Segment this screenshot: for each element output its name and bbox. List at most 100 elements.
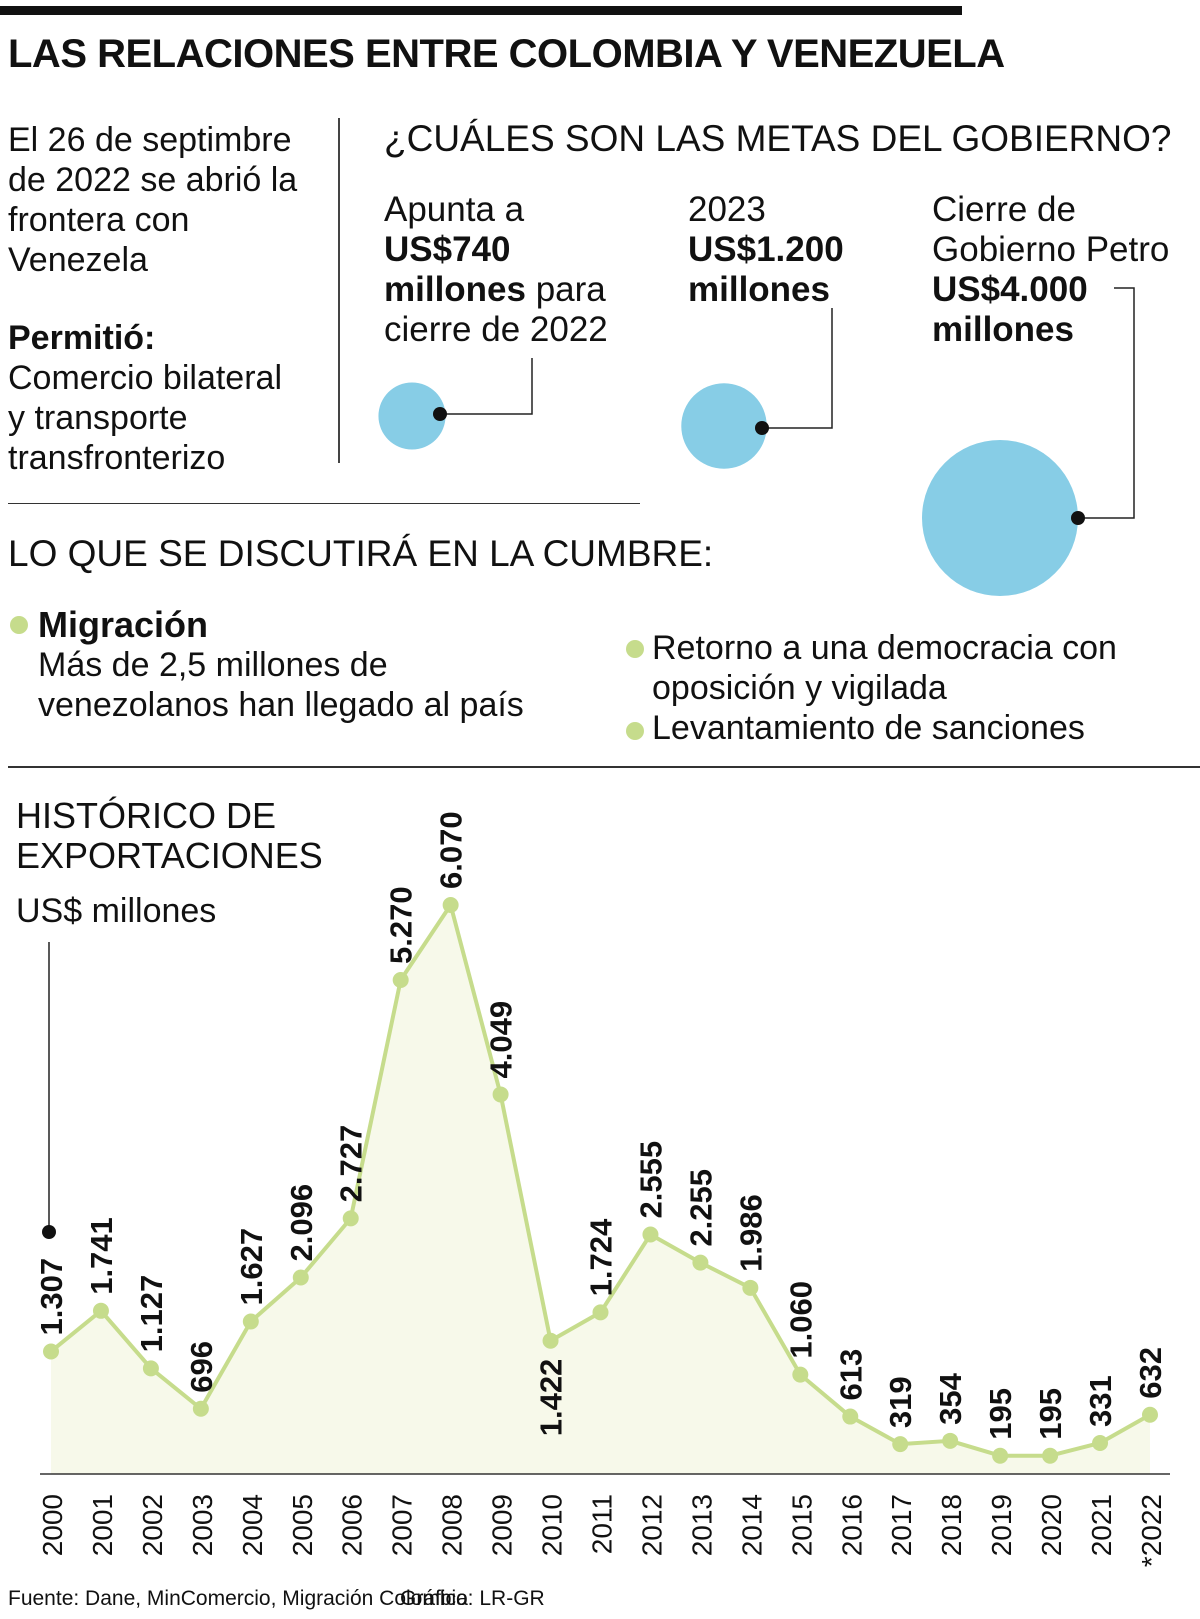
goal-text: cierre de 2022 xyxy=(384,310,608,349)
bullet-icon xyxy=(626,722,644,740)
goal-bubble xyxy=(922,440,1078,596)
data-point xyxy=(792,1366,809,1383)
goal-text: Gobierno Petro xyxy=(932,230,1170,269)
data-label: 2.255 xyxy=(683,1169,718,1247)
goal-connector xyxy=(440,358,533,415)
data-label: 6.070 xyxy=(434,811,469,889)
goal-unit: millones xyxy=(384,270,526,309)
data-label: 5.270 xyxy=(384,886,419,964)
data-point xyxy=(242,1313,259,1330)
goal-amount: US$740 xyxy=(384,230,511,269)
x-tick-label: 2020 xyxy=(1036,1494,1067,1556)
source-note: Fuente: Dane, MinComercio, Migración Col… xyxy=(8,1587,468,1610)
permitio-block: Permitió: Comercio bilateral y transport… xyxy=(8,318,328,478)
data-point xyxy=(642,1226,659,1243)
data-label: 2.096 xyxy=(284,1184,319,1262)
data-label: 195 xyxy=(983,1388,1018,1440)
chart-title-line: EXPORTACIONES xyxy=(16,835,323,876)
goal-unit: millones xyxy=(688,270,830,309)
data-label: 2.555 xyxy=(633,1141,668,1219)
goal-text: para xyxy=(525,270,606,309)
data-label: 1.307 xyxy=(34,1258,69,1336)
data-label: 1.060 xyxy=(783,1281,818,1359)
goals-title: ¿CUÁLES SON LAS METAS DEL GOBIERNO? xyxy=(384,118,1172,159)
x-tick-label: 2019 xyxy=(986,1494,1017,1556)
page-title: LAS RELACIONES ENTRE COLOMBIA Y VENEZUEL… xyxy=(8,32,1005,76)
data-point xyxy=(43,1343,59,1360)
goal-connector-dot xyxy=(755,421,769,435)
permitio-line: transfronterizo xyxy=(8,439,226,477)
x-tick-label: 2006 xyxy=(337,1494,368,1556)
intro-line: de 2022 se abrió la xyxy=(8,161,298,199)
data-point xyxy=(942,1432,959,1449)
area-fill xyxy=(51,905,1150,1474)
data-point xyxy=(1042,1447,1059,1464)
discussion-title: LO QUE SE DISCUTIRÁ EN LA CUMBRE: xyxy=(8,533,714,574)
goal-bubble xyxy=(681,383,767,469)
goal-connector xyxy=(762,308,833,429)
x-tick-label: 2012 xyxy=(636,1494,667,1556)
goal-text: Apunta a xyxy=(384,190,525,229)
x-tick-label: *2022 xyxy=(1136,1494,1167,1567)
chart-labels: 1.307 1.741 1.127 696 1.627 2.096 2.727 5.270 6.… xyxy=(34,811,1168,1439)
intro-line: El 26 de septimbre xyxy=(8,121,292,159)
permitio-line: Comercio bilateral xyxy=(8,359,282,397)
data-point xyxy=(542,1332,559,1349)
x-tick-label: 2003 xyxy=(187,1494,218,1556)
bullet-icon xyxy=(626,640,644,658)
data-label: 1.741 xyxy=(84,1217,119,1295)
x-tick-label: 2015 xyxy=(786,1494,817,1556)
data-point xyxy=(592,1304,609,1321)
bullet-icon xyxy=(10,616,28,634)
data-point xyxy=(442,897,459,913)
x-tick-label: 2001 xyxy=(87,1494,118,1556)
goal-amount: US$1.200 xyxy=(688,230,844,269)
goal-connector-dot xyxy=(1071,511,1085,525)
x-tick-label: 2002 xyxy=(137,1494,168,1556)
data-point xyxy=(292,1269,309,1286)
discussion-text: venezolanos han llegado al país xyxy=(38,686,524,724)
data-point xyxy=(842,1408,859,1425)
data-label: 195 xyxy=(1033,1388,1068,1440)
column-divider xyxy=(338,118,340,463)
permitio-line: y transporte xyxy=(8,399,188,437)
data-label: 354 xyxy=(933,1372,968,1424)
x-tick-label: 2005 xyxy=(287,1494,318,1556)
x-tick-label: 2007 xyxy=(387,1494,418,1556)
discussion-item-sanctions: Levantamiento de sanciones xyxy=(652,709,1085,747)
goal-text: Cierre de xyxy=(932,190,1076,229)
discussion-text: Retorno a una democracia con xyxy=(652,629,1117,667)
section-divider xyxy=(8,766,1200,768)
data-point xyxy=(342,1210,359,1227)
goal-2023: 2023 US$1.200 millones xyxy=(688,190,908,310)
section-divider xyxy=(8,503,640,504)
chart-unit-label: US$ millones xyxy=(16,892,217,930)
intro-line: Venezela xyxy=(8,241,148,279)
goal-connector-dot xyxy=(433,407,447,421)
goal-connector xyxy=(1078,287,1135,519)
discussion-text: oposición y vigilada xyxy=(652,669,947,707)
chart-title: HISTÓRICO DE EXPORTACIONES xyxy=(16,796,323,876)
x-tick-label: 2018 xyxy=(936,1494,967,1556)
data-label: 613 xyxy=(833,1349,868,1401)
data-point xyxy=(142,1360,159,1377)
data-label: 1.986 xyxy=(733,1194,768,1272)
x-tick-label: 2017 xyxy=(886,1494,917,1556)
goal-unit: millones xyxy=(932,310,1074,349)
data-point xyxy=(892,1436,909,1453)
chart-title-line: HISTÓRICO DE xyxy=(16,795,277,836)
data-label: 1.127 xyxy=(134,1275,169,1353)
data-point xyxy=(392,971,409,988)
x-tick-label: 2010 xyxy=(537,1494,568,1556)
x-tick-label: 2021 xyxy=(1086,1494,1117,1556)
data-point xyxy=(692,1254,709,1271)
data-label: 696 xyxy=(184,1341,219,1393)
unit-pointer-dot xyxy=(42,1225,56,1239)
x-tick-label: 2008 xyxy=(437,1494,468,1556)
credit-note: Gráfico: LR-GR xyxy=(400,1587,545,1610)
data-point xyxy=(1092,1434,1109,1451)
data-point xyxy=(742,1279,759,1296)
data-label: 4.049 xyxy=(484,1001,519,1079)
chart-points xyxy=(43,897,1158,1464)
x-tick-label: 2000 xyxy=(37,1494,68,1556)
